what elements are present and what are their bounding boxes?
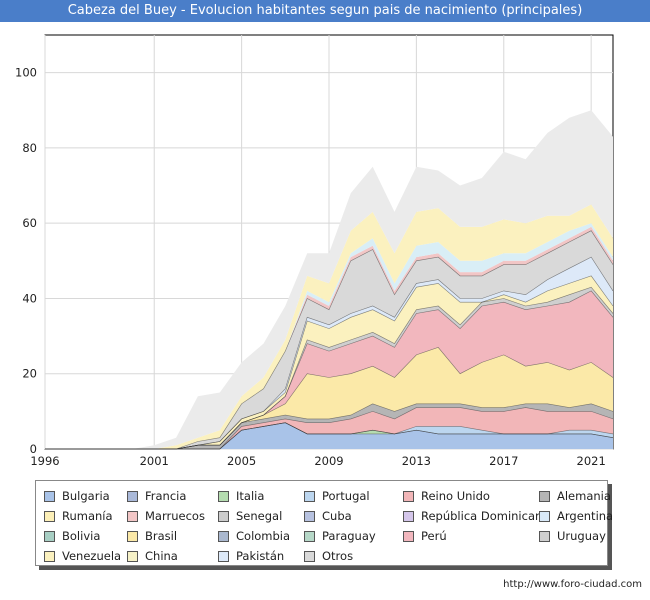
legend-label: Pakistán (236, 549, 285, 563)
x-tick-label: 2017 (489, 454, 518, 468)
legend-label: República Dominicana (421, 509, 550, 523)
legend-swatch (403, 491, 414, 502)
x-tick-label: 2001 (140, 454, 169, 468)
y-tick-label: 40 (22, 291, 37, 305)
legend-label: Cuba (322, 509, 352, 523)
y-tick-label: 20 (22, 367, 37, 381)
legend-swatch (218, 531, 229, 542)
legend-label: Portugal (322, 489, 370, 503)
legend-label: Colombia (236, 529, 291, 543)
legend-label: China (145, 549, 178, 563)
legend-swatch (44, 491, 55, 502)
legend-label: Senegal (236, 509, 283, 523)
legend-swatch (403, 531, 414, 542)
legend-label: Bolivia (62, 529, 101, 543)
area-venezuela (45, 275, 613, 449)
legend-label: Bulgaria (62, 489, 110, 503)
source-credit: http://www.foro-ciudad.com (503, 579, 642, 590)
legend-swatch (127, 511, 138, 522)
area-brasil (45, 347, 613, 449)
y-tick-label: 80 (22, 141, 37, 155)
chart-plot: 0 20 40 60 80 100 1996 2001 2005 2009 2013 2017 2021 (15, 34, 614, 468)
legend-swatch (304, 491, 315, 502)
x-tick-label: 2021 (577, 454, 606, 468)
area-reino-unido (45, 407, 613, 449)
legend-label: Venezuela (62, 549, 122, 563)
chart-title: Cabeza del Buey - Evolucion habitantes s… (0, 0, 650, 22)
legend-swatch (218, 551, 229, 562)
legend-label: Argentina (557, 509, 614, 523)
legend-label: Perú (421, 529, 447, 543)
legend-label: Uruguay (557, 529, 606, 543)
legend-swatch (218, 491, 229, 502)
legend-swatch (304, 531, 315, 542)
y-tick-label: 100 (15, 66, 37, 80)
legend-swatch (304, 511, 315, 522)
x-tick-label: 2013 (402, 454, 431, 468)
legend-swatch (127, 551, 138, 562)
x-tick-label: 2005 (227, 454, 256, 468)
area-alemania (45, 403, 613, 449)
y-tick-label: 60 (22, 216, 37, 230)
y-tick-label: 0 (30, 442, 37, 456)
legend-label: Paraguay (322, 529, 376, 543)
legend-label: Marruecos (145, 509, 205, 523)
area-uruguay (45, 287, 613, 449)
legend-swatch (127, 491, 138, 502)
legend-label: Rumanía (62, 509, 113, 523)
legend-label: Otros (322, 549, 354, 563)
legend-swatch (539, 491, 550, 502)
area-pakist-n (45, 257, 613, 449)
legend-swatch (218, 511, 229, 522)
legend-label: Francia (145, 489, 187, 503)
x-tick-label: 2009 (314, 454, 343, 468)
area-otros (45, 230, 613, 449)
legend-label: Alemania (557, 489, 611, 503)
legend-swatch (44, 551, 55, 562)
legend-label: Italia (236, 489, 265, 503)
legend-swatch (539, 531, 550, 542)
area-extra-3 (45, 110, 613, 450)
area-portugal (45, 422, 613, 449)
area-extra-2 (45, 204, 613, 449)
x-tick-label: 1996 (30, 454, 59, 468)
legend-swatch (44, 531, 55, 542)
area-per- (45, 290, 613, 449)
series-line (45, 230, 614, 450)
legend-swatch (539, 511, 550, 522)
legend-swatch (304, 551, 315, 562)
legend-label: Reino Unido (421, 489, 490, 503)
legend-label: Brasil (145, 529, 178, 543)
legend-swatch (127, 531, 138, 542)
legend: Bulgaria Francia Italia Portugal Reino Unido… (35, 480, 613, 566)
legend-swatch (44, 511, 55, 522)
legend-swatch (403, 511, 414, 522)
area-bulgaria (45, 422, 613, 449)
